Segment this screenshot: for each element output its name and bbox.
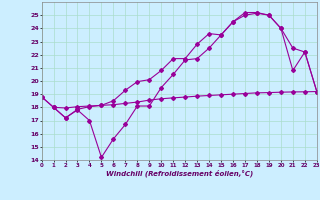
X-axis label: Windchill (Refroidissement éolien,°C): Windchill (Refroidissement éolien,°C) xyxy=(106,169,253,177)
